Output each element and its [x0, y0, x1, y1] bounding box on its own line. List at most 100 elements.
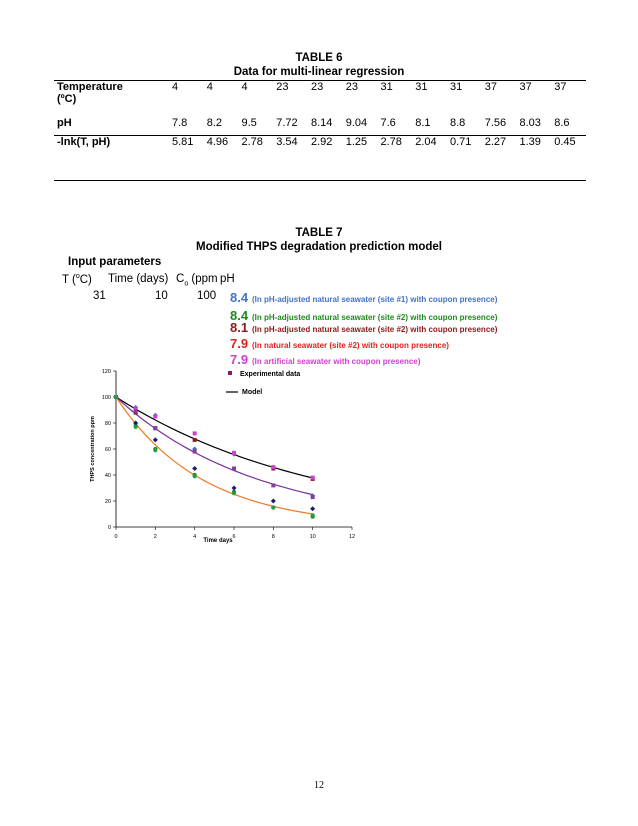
lnk-cell: 4.96: [203, 135, 239, 181]
model-curves: [115, 396, 313, 515]
data-point-square: [192, 449, 197, 454]
y-tick-label: 20: [105, 499, 111, 505]
y-tick-label: 120: [102, 369, 111, 375]
data-point-circle: [192, 474, 197, 479]
lnk-cell: 1.39: [516, 135, 552, 181]
ph-entry: 8.4 (In pH-adjusted natural seawater (sit…: [230, 308, 498, 323]
temp-cell: 31: [377, 80, 413, 117]
data-point-diamond: [133, 420, 139, 426]
chart-legend: Experimental data Model: [226, 371, 300, 396]
ph-cell: 7.72: [273, 117, 308, 136]
table6-title: TABLE 6: [295, 52, 343, 64]
data-point-circle: [310, 513, 315, 518]
ph-row: pH 7.8 8.2 9.5 7.72 8.14 9.04 7.6 8.1 8.…: [54, 117, 586, 136]
data-point-square: [232, 466, 236, 471]
lnk-row: -lnk(T, pH) 5.81 4.96 2.78 3.54 2.92 1.2…: [54, 135, 586, 181]
data-point-circle: [113, 394, 119, 400]
data-point-diamond: [231, 485, 237, 491]
y-tick-label: 40: [105, 473, 111, 479]
experimental-points: [113, 394, 316, 519]
value-temperature: 31: [93, 290, 106, 302]
chart-axes: 0 20 40 60 80 100 120 0 2 4 6 8 10 12: [102, 369, 355, 540]
lnk-cell: 2.78: [238, 135, 274, 181]
ph-cell: 8.6: [551, 117, 586, 136]
ph-cell: 8.03: [516, 117, 552, 136]
y-tick-label: 80: [105, 421, 111, 427]
lnk-label: -lnk(T, pH): [54, 135, 160, 181]
lnk-cell: 2.27: [481, 135, 517, 181]
y-tick-label: 60: [105, 447, 111, 453]
input-parameters-heading: Input parameters: [68, 256, 162, 268]
data-point-square: [153, 426, 158, 431]
x-tick-label: 4: [193, 534, 196, 540]
data-point-circle: [271, 505, 276, 510]
value-time: 10: [155, 290, 168, 302]
data-point-square: [192, 437, 197, 442]
temp-cell: 31: [447, 80, 482, 117]
data-point-square: [310, 495, 315, 500]
x-tick-label: 6: [232, 534, 235, 540]
data-point-diamond: [310, 506, 316, 512]
data-point-square: [192, 431, 197, 436]
temperature-row: Temperature (ºC) 4 4 4 23 23 23 31 31 31 …: [54, 80, 586, 117]
lnk-cell: 2.92: [308, 135, 343, 181]
data-point-square: [271, 465, 276, 470]
data-point-diamond: [152, 437, 158, 443]
ph-cell: 8.2: [203, 117, 239, 136]
lnk-cell: 5.81: [169, 135, 204, 181]
x-tick-label: 2: [154, 534, 157, 540]
x-tick-label: 10: [310, 534, 316, 540]
ph-label: pH: [54, 117, 160, 136]
lnk-cell: 2.04: [412, 135, 447, 181]
ph-cell: 9.5: [238, 117, 274, 136]
data-point-diamond: [270, 498, 276, 504]
temp-cell: 23: [273, 80, 308, 117]
table6-subtitle: Data for multi-linear regression: [233, 66, 405, 78]
table7-subtitle: Modified THPS degradation prediction mod…: [196, 241, 442, 253]
temp-cell: 23: [308, 80, 343, 117]
x-tick-label: 0: [114, 534, 117, 540]
data-point-diamond: [192, 466, 198, 471]
model-curve-2: [115, 396, 313, 515]
data-point-square: [133, 409, 138, 414]
data-point-square: [133, 406, 138, 411]
lnk-cell: 0.45: [551, 135, 586, 181]
ph-cell: 8.14: [308, 117, 343, 136]
data-point-square: [153, 414, 158, 419]
temp-cell: 4: [169, 80, 204, 117]
temp-cell: 37: [516, 80, 552, 117]
x-tick-label: 12: [349, 534, 355, 540]
temp-cell: 37: [481, 80, 517, 117]
ph-entry: 7.9 (In natural seawater (site #2) with c…: [230, 336, 449, 351]
temp-cell: 37: [551, 80, 586, 117]
temp-cell: 23: [342, 80, 378, 117]
temperature-label: Temperature (ºC): [54, 80, 160, 117]
ph-entry: 8.1 (In pH-adjusted natural seawater (sit…: [230, 320, 498, 335]
y-axis-label: THPS concentration ppm: [90, 416, 96, 482]
value-concentration: 100: [197, 290, 217, 302]
header-temperature: T (oC): [62, 273, 92, 286]
header-ph: pH: [220, 273, 235, 285]
legend-label-model: Model: [242, 389, 262, 396]
x-tick-label: 8: [272, 534, 275, 540]
temp-cell: 4: [238, 80, 274, 117]
data-point-circle: [153, 448, 158, 453]
page-number: 12: [314, 780, 324, 791]
y-tick-label: 0: [108, 525, 111, 531]
data-point-square: [232, 450, 236, 455]
lnk-cell: 2.78: [377, 135, 413, 181]
legend-label-experimental: Experimental data: [240, 371, 300, 378]
data-point-square: [271, 483, 276, 488]
data-point-circle: [231, 491, 237, 496]
legend-marker-experimental: [228, 371, 232, 375]
y-tick-label: 100: [102, 395, 111, 401]
model-curve-0: [115, 396, 313, 479]
ph-cell: 7.6: [377, 117, 413, 136]
data-point-square: [310, 475, 315, 480]
ph-cell: 7.56: [481, 117, 517, 136]
lnk-cell: 3.54: [273, 135, 308, 181]
lnk-cell: 1.25: [342, 135, 378, 181]
x-axis-label: Time days: [203, 538, 233, 544]
ph-cell: 8.8: [447, 117, 482, 136]
data-point-circle: [133, 424, 138, 429]
